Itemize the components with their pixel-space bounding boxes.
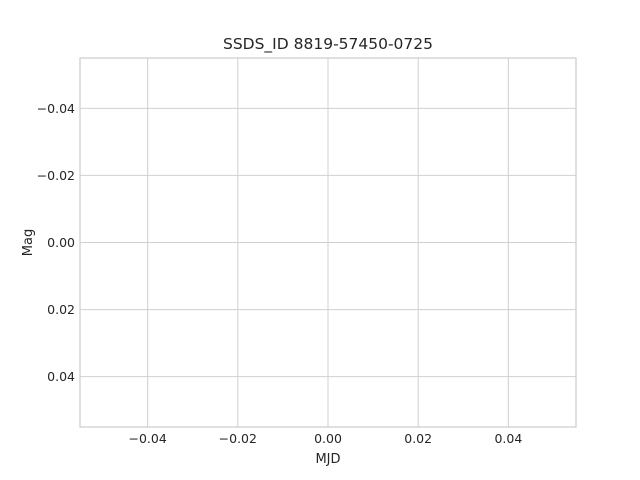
plot-frame <box>79 57 577 428</box>
x-tick-label: −0.02 <box>219 431 257 446</box>
y-grid <box>80 107 576 378</box>
x-axis-label: MJD <box>315 452 340 467</box>
x-tick-label: 0.02 <box>404 431 432 446</box>
x-tick-label: −0.04 <box>128 431 166 446</box>
y-tick-label: −0.04 <box>37 101 75 116</box>
y-tick-label: −0.02 <box>37 168 75 183</box>
x-tick-label: 0.04 <box>494 431 522 446</box>
y-tick-label: 0.00 <box>47 235 75 250</box>
y-tick-label: 0.04 <box>47 369 75 384</box>
x-tick-label: 0.00 <box>314 431 342 446</box>
y-tick-label: 0.02 <box>47 302 75 317</box>
chart-title: SSDS_ID 8819-57450-0725 <box>223 35 433 54</box>
y-axis-label: Mag <box>21 229 36 256</box>
y-axis-ticks: −0.04 −0.02 0.00 0.02 0.04 <box>37 101 75 384</box>
x-axis-ticks: −0.04 −0.02 0.00 0.02 0.04 <box>128 431 522 446</box>
